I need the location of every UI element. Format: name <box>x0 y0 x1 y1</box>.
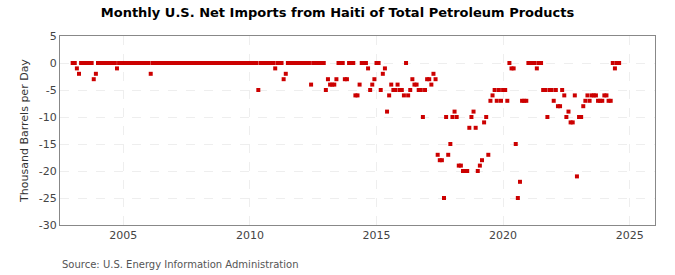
svg-text:-25: -25 <box>39 192 57 205</box>
svg-text:2015: 2015 <box>362 229 390 242</box>
svg-text:2010: 2010 <box>236 229 264 242</box>
svg-text:-20: -20 <box>39 165 57 178</box>
svg-text:Monthly U.S. Net Imports from: Monthly U.S. Net Imports from Haiti of T… <box>101 5 575 20</box>
svg-text:-10: -10 <box>39 111 57 124</box>
svg-text:2005: 2005 <box>109 229 137 242</box>
svg-text:-30: -30 <box>39 219 57 232</box>
svg-text:0: 0 <box>50 57 57 70</box>
svg-text:Thousand Barrels per Day: Thousand Barrels per Day <box>18 59 31 203</box>
svg-text:2025: 2025 <box>616 229 644 242</box>
svg-text:Source: U.S. Energy Informatio: Source: U.S. Energy Information Administ… <box>62 259 299 270</box>
svg-text:5: 5 <box>50 30 57 43</box>
svg-text:-5: -5 <box>46 84 57 97</box>
svg-text:-15: -15 <box>39 138 57 151</box>
svg-text:2020: 2020 <box>489 229 517 242</box>
